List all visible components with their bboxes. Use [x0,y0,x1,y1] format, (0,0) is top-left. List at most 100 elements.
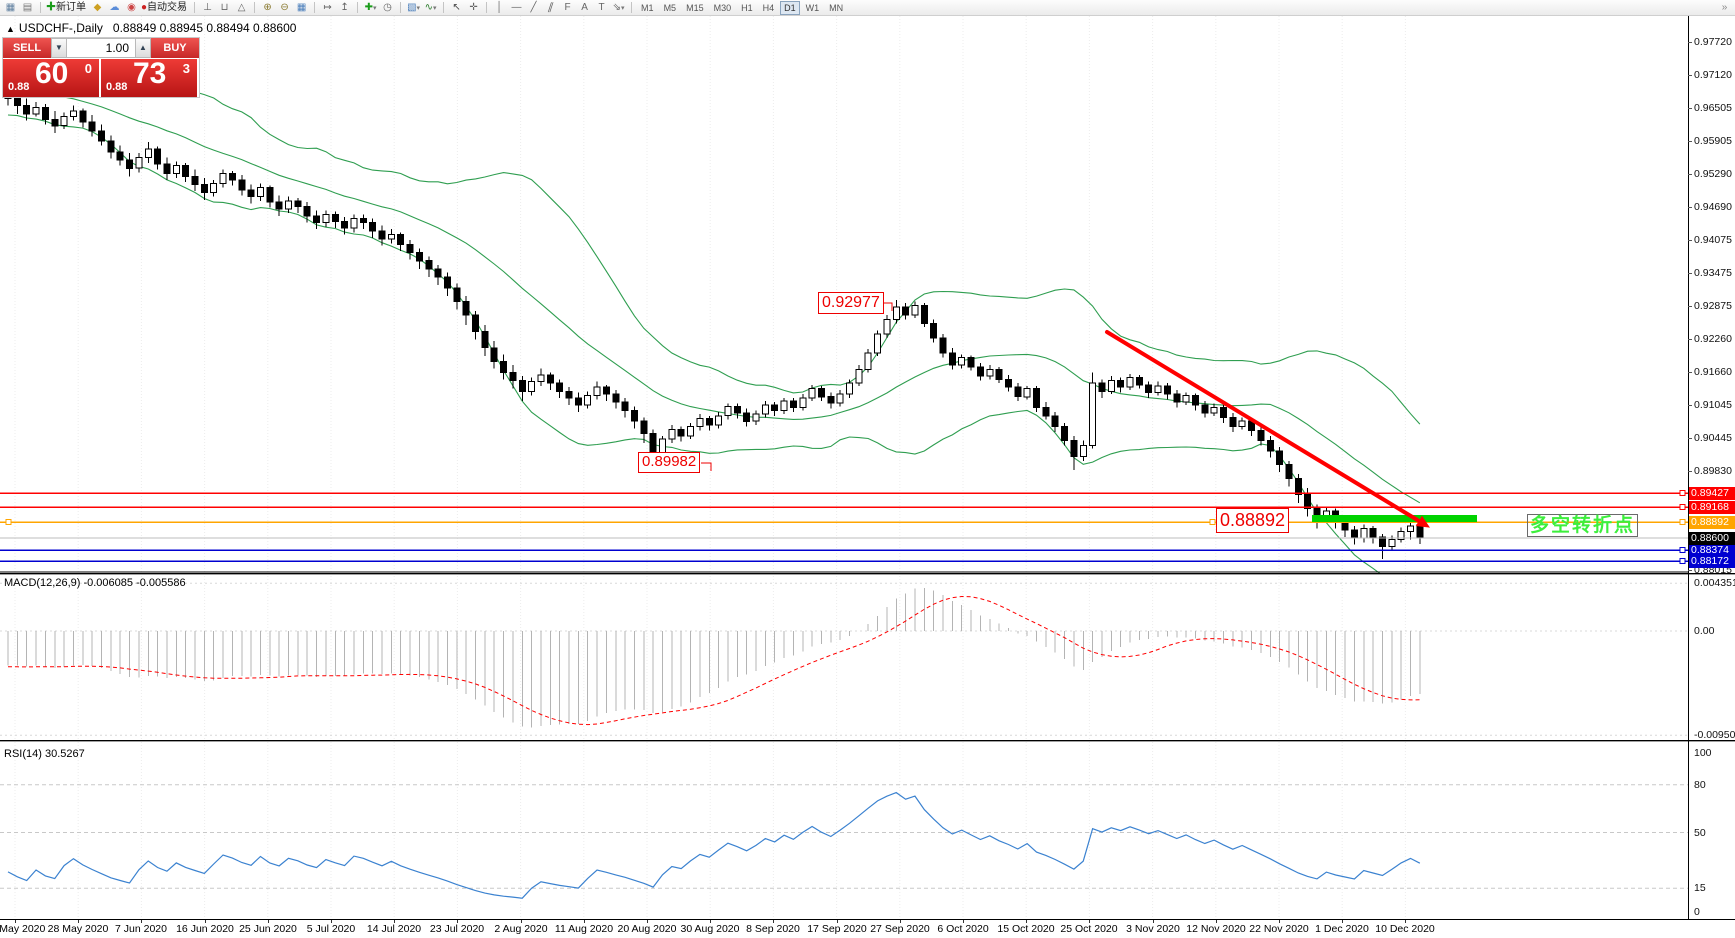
chart-type-button[interactable]: ∿▾ [424,2,437,13]
date-label: 14 Jul 2020 [366,923,422,935]
level-price-tag: 0.89168 [1689,501,1735,514]
date-label: 1 Dec 2020 [1315,923,1369,935]
auto-trading-button[interactable]: ●自动交易 [141,2,188,13]
price-tick-label: 0.90445 [1694,432,1732,444]
rsi-panel-bottom-border [0,919,1735,920]
text-icon[interactable]: A [581,2,588,13]
price-tick-label: 0.97720 [1694,36,1732,48]
channel-icon[interactable]: ∥ [546,2,555,13]
rsi-tick-label: 100 [1694,747,1712,759]
time-tick [837,920,838,923]
date-label: 22 Nov 2020 [1249,923,1309,935]
toolbar-separator [631,2,633,13]
current-price-tag: 0.88600 [1689,532,1735,545]
profiles-icon[interactable]: ▤ [22,2,33,13]
timeframe-d1[interactable]: D1 [780,0,800,15]
price-tick-label: 0.95290 [1694,168,1732,180]
time-tick [205,920,206,923]
sell-button[interactable]: SELL [3,38,51,58]
timeframe-m30[interactable]: M30 [713,2,732,13]
add-indicator-button[interactable]: ✚▾ [364,2,377,13]
arrows-button[interactable]: ⇘▾ [612,2,625,13]
time-tick [963,920,964,923]
time-tick [521,920,522,923]
sell-price-display[interactable]: 0.88 60 0 [3,59,99,97]
chart-shift-icon[interactable]: ↥ [340,2,349,13]
sell-price-point: 0 [84,61,92,76]
mql5-cloud-icon[interactable]: ☁ [109,2,120,13]
price-callout-label[interactable]: 0.92977 [818,292,884,314]
timeframe-h1[interactable]: H1 [741,2,753,13]
gold-icon[interactable]: ◆ [93,2,102,13]
cursor-icon[interactable]: ↖ [452,2,461,13]
one-click-trading-panel: SELL ▼ ▲ BUY 0.88 60 0 0.88 73 3 [2,37,200,98]
timeframe-mn[interactable]: MN [829,2,844,13]
macd-panel-bottom-border [0,740,1735,741]
macd-indicator-panel[interactable] [0,576,1688,740]
toolbar-separator [254,2,256,13]
date-label: 17 Sep 2020 [807,923,867,935]
volume-decrease-button[interactable]: ▼ [51,38,67,58]
time-tick [1026,920,1027,923]
vertical-line-icon[interactable]: │ [496,2,503,13]
trend-note-annotation[interactable]: 多空转折点 [1527,514,1639,537]
price-tick [1688,240,1692,241]
line-chart-icon[interactable]: △ [237,2,246,13]
zoom-in-icon[interactable]: ⊕ [263,2,272,13]
templates-button[interactable]: ▧▾ [407,2,421,13]
toolbar-separator [314,2,316,13]
volume-input[interactable] [67,38,135,58]
symbol-period-label: USDCHF-,Daily [18,21,103,35]
tile-windows-icon[interactable]: ▦ [296,2,307,13]
timeframe-m5[interactable]: M5 [663,2,677,13]
new-chart-icon[interactable]: ▦ [5,2,16,13]
timeframe-m1[interactable]: M1 [641,2,654,13]
price-tick-label: 0.91660 [1694,366,1732,378]
date-label: 6 Oct 2020 [937,923,989,935]
timeframe-h4[interactable]: H4 [762,2,775,13]
candle-chart-icon[interactable]: ⊔ [220,2,229,13]
buy-price-point: 3 [182,61,190,76]
date-label: 25 Oct 2020 [1060,923,1118,935]
toolbar-separator [400,2,402,13]
time-tick [457,920,458,923]
rsi-indicator-panel[interactable] [0,742,1688,919]
price-tick [1688,471,1692,472]
time-tick [584,920,585,923]
price-tick-label: 0.92875 [1694,300,1732,312]
level-price-tag: 0.88374 [1689,544,1735,557]
date-label: 8 Sep 2020 [746,923,800,935]
price-callout-label[interactable]: 0.88892 [1216,508,1290,533]
price-tick-label: 0.95905 [1694,135,1732,147]
time-tick [394,920,395,923]
buy-button[interactable]: BUY [151,38,199,58]
time-tick [1153,920,1154,923]
crosshair-icon[interactable]: ✛ [469,2,478,13]
volume-increase-button[interactable]: ▲ [135,38,151,58]
label-icon[interactable]: T [598,2,605,13]
price-tick [1688,108,1692,109]
zoom-out-icon[interactable]: ⊖ [280,2,289,13]
trendline-icon[interactable]: ╱ [530,2,537,13]
timeframe-m15[interactable]: M15 [686,2,704,13]
price-tick-label: 0.96505 [1694,102,1732,114]
timeframe-w1[interactable]: W1 [805,2,820,13]
auto-scroll-icon[interactable]: ↦ [323,2,332,13]
horizontal-line-icon[interactable]: — [511,2,522,13]
price-chart[interactable] [0,16,1688,575]
signals-icon[interactable]: ◉ [127,2,136,13]
bar-chart-icon[interactable]: ⊥ [203,2,212,13]
panel-separator[interactable] [0,741,1735,742]
date-label: 3 Nov 2020 [1126,923,1180,935]
rsi-tick-label: 50 [1694,827,1706,839]
rsi-tick-label: 0 [1694,906,1700,918]
toolbar-overflow-icon[interactable]: » [1721,2,1728,13]
period-icon[interactable]: ◷ [383,2,392,13]
fibonacci-icon[interactable]: F [564,2,571,13]
buy-price-display[interactable]: 0.88 73 3 [101,59,197,97]
new-order-button[interactable]: ✚新订单 [46,2,86,13]
panel-separator[interactable] [0,574,1735,575]
price-callout-label[interactable]: 0.89982 [638,452,701,473]
price-tick-label: 0.91045 [1694,399,1732,411]
